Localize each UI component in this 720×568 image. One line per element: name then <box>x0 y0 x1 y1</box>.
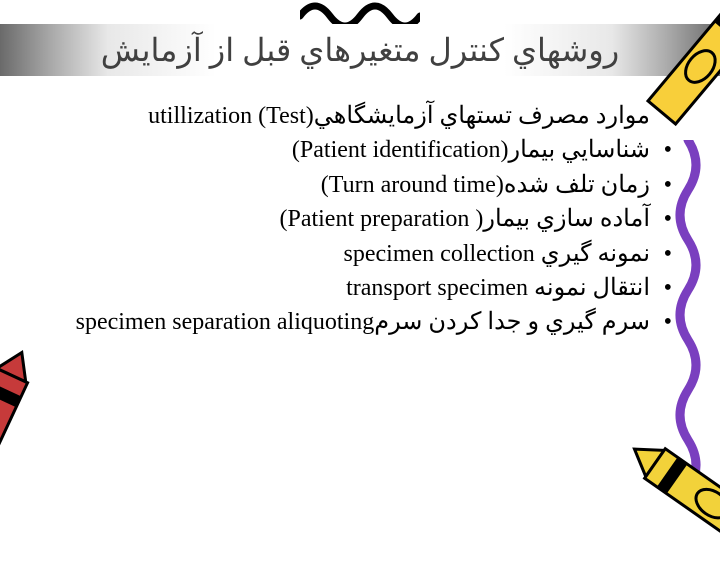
crayon-icon <box>0 336 49 514</box>
list-item: زمان تلف شده(Turn around time) <box>60 169 672 201</box>
list-item: نمونه گيري specimen collection <box>60 238 672 270</box>
title-bar: روشهاي كنترل متغيرهاي قبل از آزمايش <box>0 24 720 76</box>
slide-title: روشهاي كنترل متغيرهاي قبل از آزمايش <box>101 31 619 69</box>
list-item: موارد مصرف تستهاي آزمايشگاهي(Test) utill… <box>60 100 672 132</box>
list-item: شناسايي بيمار(Patient identification) <box>60 134 672 166</box>
list-item: سرم گيري و جدا كردن سرمspecimen separati… <box>60 306 672 338</box>
bullet-list: موارد مصرف تستهاي آزمايشگاهي(Test) utill… <box>60 100 672 341</box>
purple-squiggle-decoration <box>670 140 706 490</box>
top-squiggle-decoration <box>300 0 420 26</box>
list-item: آماده سازي بيمار( Patient preparation) <box>60 203 672 235</box>
list-item: انتقال نمونه transport specimen <box>60 272 672 304</box>
